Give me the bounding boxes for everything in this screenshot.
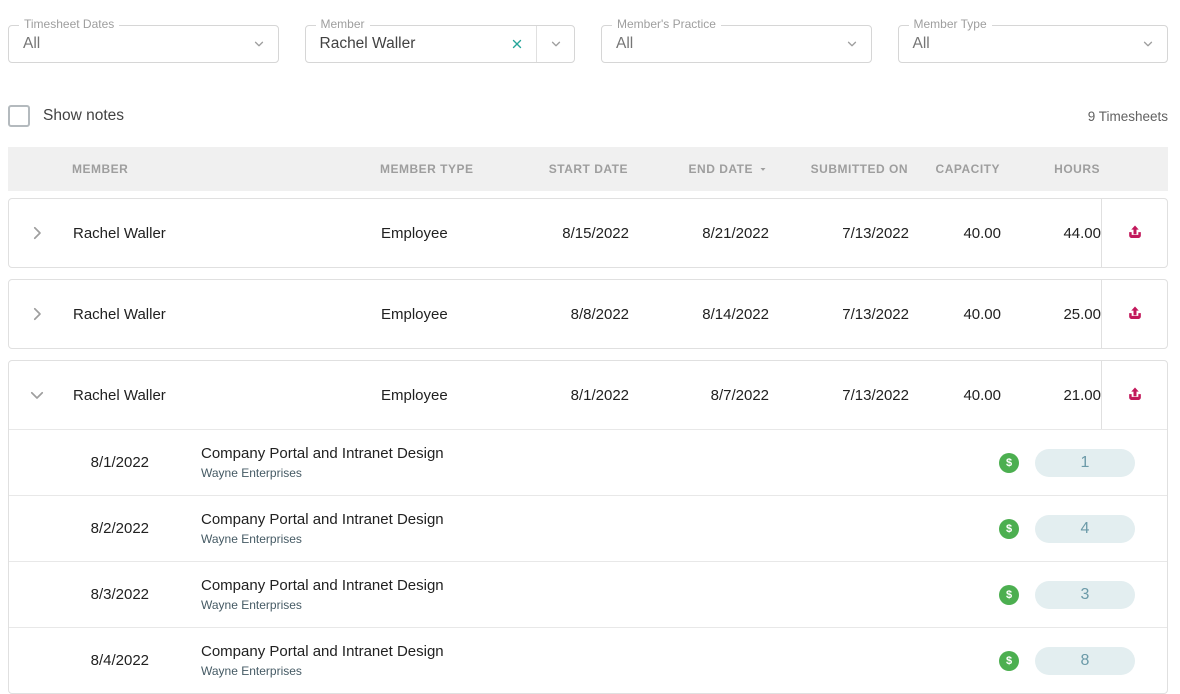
timesheet-table: MEMBER MEMBER TYPE START DATE END DATE S… (8, 147, 1168, 694)
timesheet-detail-row: 8/2/2022 Company Portal and Intranet Des… (9, 495, 1167, 561)
timesheet-card-expanded: Rachel Waller Employee 8/1/2022 8/7/2022… (8, 360, 1168, 694)
detail-client-name: Wayne Enterprises (201, 466, 302, 480)
chevron-down-icon (28, 386, 46, 404)
timesheet-card: Rachel Waller Employee 8/15/2022 8/21/20… (8, 198, 1168, 268)
hours-badge[interactable]: 1 (1035, 448, 1135, 477)
cell-member: Rachel Waller (73, 305, 166, 323)
chevron-right-icon (28, 305, 46, 323)
cell-end-date: 8/14/2022 (702, 305, 769, 323)
detail-project-name: Company Portal and Intranet Design (201, 511, 444, 528)
filter-value: All (912, 35, 930, 52)
chevron-down-icon[interactable] (845, 37, 859, 51)
cell-capacity: 40.00 (963, 305, 1001, 323)
header-end-date[interactable]: END DATE (628, 162, 768, 176)
cell-member: Rachel Waller (73, 224, 166, 242)
filter-member-type[interactable]: Member Type All (897, 17, 1168, 63)
filter-label: Member (315, 17, 370, 31)
header-member-type[interactable]: MEMBER TYPE (380, 162, 474, 176)
upload-timesheet-button[interactable] (1121, 219, 1149, 247)
billable-dollar-icon: $ (999, 452, 1019, 473)
cell-end-date: 8/21/2022 (702, 224, 769, 242)
filter-members-practice[interactable]: Member's Practice All (601, 17, 872, 63)
table-row[interactable]: Rachel Waller Employee 8/15/2022 8/21/20… (9, 199, 1167, 267)
filter-timesheet-dates[interactable]: Timesheet Dates All (8, 17, 279, 63)
cell-member-type: Employee (381, 305, 448, 323)
cell-submitted-on: 7/13/2022 (842, 305, 909, 323)
cell-start-date: 8/1/2022 (570, 386, 629, 404)
timesheet-detail-row: 8/4/2022 Company Portal and Intranet Des… (9, 627, 1167, 693)
detail-date: 8/1/2022 (90, 454, 149, 471)
hours-badge[interactable]: 3 (1035, 580, 1135, 609)
detail-client-name: Wayne Enterprises (201, 598, 302, 612)
detail-date: 8/3/2022 (90, 586, 149, 603)
show-notes-checkbox[interactable] (8, 105, 30, 127)
timesheet-detail-row: 8/1/2022 Company Portal and Intranet Des… (9, 429, 1167, 495)
chevron-down-icon (549, 37, 563, 51)
show-notes-label: Show notes (43, 107, 124, 124)
filter-label: Member Type (908, 17, 992, 31)
cell-submitted-on: 7/13/2022 (842, 386, 909, 404)
cell-capacity: 40.00 (963, 224, 1001, 242)
cell-hours: 25.00 (1063, 305, 1101, 323)
detail-project-name: Company Portal and Intranet Design (201, 643, 444, 660)
header-start-date[interactable]: START DATE (548, 162, 628, 176)
filter-member[interactable]: Member Rachel Waller (304, 17, 575, 63)
timesheet-count: 9 Timesheets (1087, 108, 1168, 124)
upload-icon (1125, 385, 1145, 405)
cell-hours: 44.00 (1063, 224, 1101, 242)
timesheet-card: Rachel Waller Employee 8/8/2022 8/14/202… (8, 279, 1168, 349)
member-dropdown-toggle[interactable] (536, 26, 574, 62)
hours-badge[interactable]: 8 (1035, 646, 1135, 675)
billable-dollar-icon: $ (999, 518, 1019, 539)
expand-row-button[interactable] (24, 301, 50, 327)
cell-member-type: Employee (381, 386, 448, 404)
header-end-date-label: END DATE (688, 162, 753, 176)
show-notes-control[interactable]: Show notes (8, 105, 124, 127)
upload-icon (1125, 223, 1145, 243)
header-hours[interactable]: HOURS (1054, 162, 1100, 176)
cell-capacity: 40.00 (963, 386, 1001, 404)
detail-project-name: Company Portal and Intranet Design (201, 577, 444, 594)
upload-icon (1125, 304, 1145, 324)
header-submitted-on[interactable]: SUBMITTED ON (810, 162, 908, 176)
filter-value: Rachel Waller (319, 35, 416, 52)
header-member[interactable]: MEMBER (72, 162, 129, 176)
expand-row-button[interactable] (24, 220, 50, 246)
upload-timesheet-button[interactable] (1121, 381, 1149, 409)
cell-start-date: 8/8/2022 (570, 305, 629, 323)
clear-member-icon[interactable] (506, 33, 528, 55)
filter-value: All (23, 35, 41, 52)
filter-label: Timesheet Dates (19, 17, 120, 31)
chevron-down-icon[interactable] (252, 37, 266, 51)
filter-bar: Timesheet Dates All Member Rachel Waller… (0, 0, 1180, 63)
timesheet-detail-row: 8/3/2022 Company Portal and Intranet Des… (9, 561, 1167, 627)
cell-member: Rachel Waller (73, 386, 166, 404)
detail-project-name: Company Portal and Intranet Design (201, 445, 444, 462)
cell-start-date: 8/15/2022 (562, 224, 629, 242)
toolbar: Show notes 9 Timesheets (8, 103, 1168, 129)
filter-value: All (616, 35, 634, 52)
detail-date: 8/2/2022 (90, 520, 149, 537)
chevron-right-icon (28, 224, 46, 242)
hours-badge[interactable]: 4 (1035, 514, 1135, 543)
table-header-row: MEMBER MEMBER TYPE START DATE END DATE S… (8, 147, 1168, 191)
sort-desc-icon (758, 164, 768, 174)
billable-dollar-icon: $ (999, 584, 1019, 605)
cell-end-date: 8/7/2022 (710, 386, 769, 404)
filter-label: Member's Practice (612, 17, 721, 31)
collapse-row-button[interactable] (24, 382, 50, 408)
chevron-down-icon[interactable] (1141, 37, 1155, 51)
billable-dollar-icon: $ (999, 650, 1019, 671)
table-row[interactable]: Rachel Waller Employee 8/8/2022 8/14/202… (9, 280, 1167, 348)
cell-member-type: Employee (381, 224, 448, 242)
timesheet-cards: Rachel Waller Employee 8/15/2022 8/21/20… (8, 198, 1168, 694)
table-row[interactable]: Rachel Waller Employee 8/1/2022 8/7/2022… (9, 361, 1167, 429)
detail-client-name: Wayne Enterprises (201, 532, 302, 546)
detail-date: 8/4/2022 (90, 652, 149, 669)
cell-submitted-on: 7/13/2022 (842, 224, 909, 242)
header-capacity[interactable]: CAPACITY (935, 162, 1000, 176)
cell-hours: 21.00 (1063, 386, 1101, 404)
upload-timesheet-button[interactable] (1121, 300, 1149, 328)
detail-client-name: Wayne Enterprises (201, 664, 302, 678)
